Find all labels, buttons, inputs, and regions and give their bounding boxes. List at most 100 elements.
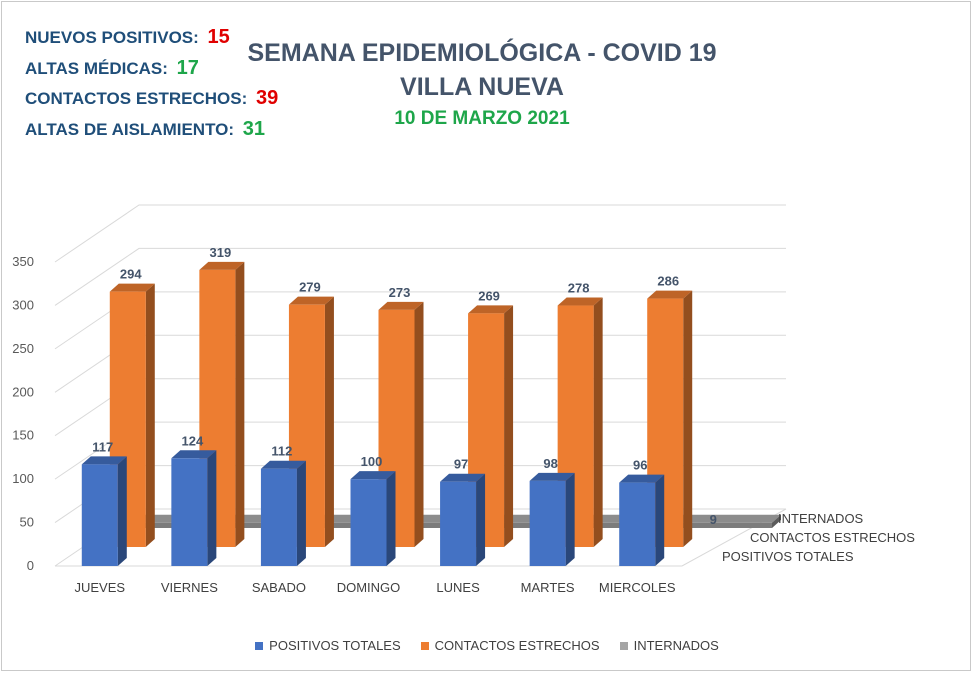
- x-tick-label: DOMINGO: [337, 580, 401, 595]
- bar-side: [476, 473, 486, 566]
- legend-swatch: [255, 641, 264, 650]
- data-label: 9: [710, 512, 717, 527]
- bar-side: [386, 471, 396, 566]
- bar-top: [619, 474, 665, 483]
- bar-top: [171, 450, 217, 459]
- bar-side: [296, 460, 306, 566]
- bar-top: [109, 283, 155, 292]
- legend-label: CONTACTOS ESTRECHOS: [434, 638, 600, 653]
- stat-label: NUEVOS POSITIVOS:: [25, 28, 199, 47]
- bar-top: [647, 290, 693, 299]
- bar-top: [529, 472, 575, 481]
- bar-front: [171, 458, 208, 566]
- bar: [260, 460, 306, 566]
- bar-top: [378, 301, 424, 310]
- depth-tick-label: INTERNADOS: [778, 511, 864, 526]
- data-label: 112: [271, 444, 292, 459]
- bar: [440, 473, 486, 566]
- y-tick-label: 50: [20, 515, 34, 530]
- bar-side: [324, 296, 334, 547]
- legend-label: POSITIVOS TOTALES: [269, 638, 401, 653]
- chart-subtitle-place: VILLA NUEVA: [400, 73, 564, 101]
- stat-altas-aislamiento: ALTAS DE AISLAMIENTO: 31: [25, 114, 278, 145]
- summary-stats: NUEVOS POSITIVOS: 15 ALTAS MÉDICAS: 17 C…: [25, 22, 278, 144]
- stat-value: 39: [256, 87, 279, 109]
- stat-altas-medicas: ALTAS MÉDICAS: 17: [25, 53, 278, 84]
- bar-side: [117, 456, 127, 566]
- bar-front: [440, 481, 477, 566]
- stat-label: ALTAS MÉDICAS:: [25, 58, 168, 78]
- x-tick-label: LUNES: [436, 580, 480, 595]
- gridline: [54, 247, 786, 306]
- data-label: 319: [210, 245, 232, 260]
- data-label: 286: [657, 274, 679, 289]
- bar-top: [468, 305, 514, 314]
- gridline: [54, 204, 786, 263]
- bar: [350, 471, 396, 566]
- depth-tick-label: POSITIVOS TOTALES: [722, 549, 854, 564]
- bar-top: [81, 456, 127, 465]
- stat-label: ALTAS DE AISLAMIENTO:: [25, 119, 235, 139]
- x-tick-label: JUEVES: [74, 580, 125, 595]
- bar-side: [683, 290, 693, 547]
- x-tick-label: VIERNES: [161, 580, 218, 595]
- bar-side: [414, 301, 424, 547]
- bar-top: [288, 296, 334, 305]
- y-tick-label: 350: [12, 254, 34, 269]
- legend-swatch: [619, 641, 628, 650]
- stat-value: 15: [207, 26, 230, 48]
- y-tick-label: 100: [12, 471, 34, 486]
- bar-side: [593, 297, 603, 547]
- stat-label: CONTACTOS ESTRECHOS:: [25, 89, 248, 108]
- x-tick-label: SABADO: [252, 580, 306, 595]
- bar-side: [207, 450, 217, 566]
- chart-title: SEMANA EPIDEMIOLÓGICA - COVID 19: [247, 39, 717, 67]
- data-label: 269: [478, 288, 500, 303]
- bar-front: [350, 479, 387, 566]
- legend-item-positivos: POSITIVOS TOTALES: [255, 638, 401, 653]
- x-tick-label: MIERCOLES: [599, 580, 676, 595]
- depth-axis-labels: POSITIVOS TOTALES CONTACTOS ESTRECHOS INTE…: [722, 511, 915, 564]
- data-label: 98: [543, 456, 557, 471]
- y-tick-label: 200: [12, 384, 34, 399]
- bar: [81, 456, 127, 566]
- depth-tick-label: CONTACTOS ESTRECHOS: [750, 530, 915, 545]
- bar-side: [145, 283, 155, 547]
- bar-top: [199, 261, 245, 270]
- bar-front: [529, 480, 566, 566]
- chart-legend: POSITIVOS TOTALES CONTACTOS ESTRECHOS IN…: [0, 638, 974, 653]
- series-0: 117 124 112 100 97 98 96: [81, 433, 665, 566]
- y-tick-label: 250: [12, 341, 34, 356]
- bar-top: [557, 297, 603, 306]
- bar: [199, 261, 245, 547]
- bar-side: [655, 474, 665, 566]
- legend-swatch: [420, 641, 429, 650]
- x-tick-label: MARTES: [521, 580, 575, 595]
- x-axis-labels: JUEVES VIERNES SABADO DOMINGO LUNES MARTES MIE…: [74, 580, 675, 595]
- y-tick-label: 0: [27, 558, 34, 573]
- legend-item-contactos: CONTACTOS ESTRECHOS: [420, 638, 600, 653]
- bar-top: [260, 460, 306, 469]
- data-label: 100: [361, 454, 383, 469]
- bar-side: [504, 305, 514, 547]
- chart-titles: SEMANA EPIDEMIOLÓGICA - COVID 19 VILLA N…: [222, 36, 742, 134]
- y-tick-label: 150: [12, 428, 34, 443]
- stat-value: 17: [176, 56, 199, 79]
- bar-top: [350, 471, 396, 480]
- data-label: 273: [389, 285, 411, 300]
- slab-side: [772, 514, 781, 528]
- bar-front: [260, 468, 297, 566]
- stat-value: 31: [242, 117, 266, 140]
- y-tick-label: 300: [12, 297, 34, 312]
- data-label: 278: [568, 281, 590, 296]
- bar: [619, 474, 665, 566]
- bar-front: [81, 464, 118, 566]
- bar-top: [440, 473, 486, 482]
- bar-side: [235, 261, 245, 547]
- bar-front: [619, 482, 656, 566]
- data-label: 279: [299, 280, 321, 295]
- legend-item-internados: INTERNADOS: [619, 638, 719, 653]
- bar: [171, 450, 217, 566]
- stat-contactos-estrechos: CONTACTOS ESTRECHOS: 39: [25, 83, 278, 114]
